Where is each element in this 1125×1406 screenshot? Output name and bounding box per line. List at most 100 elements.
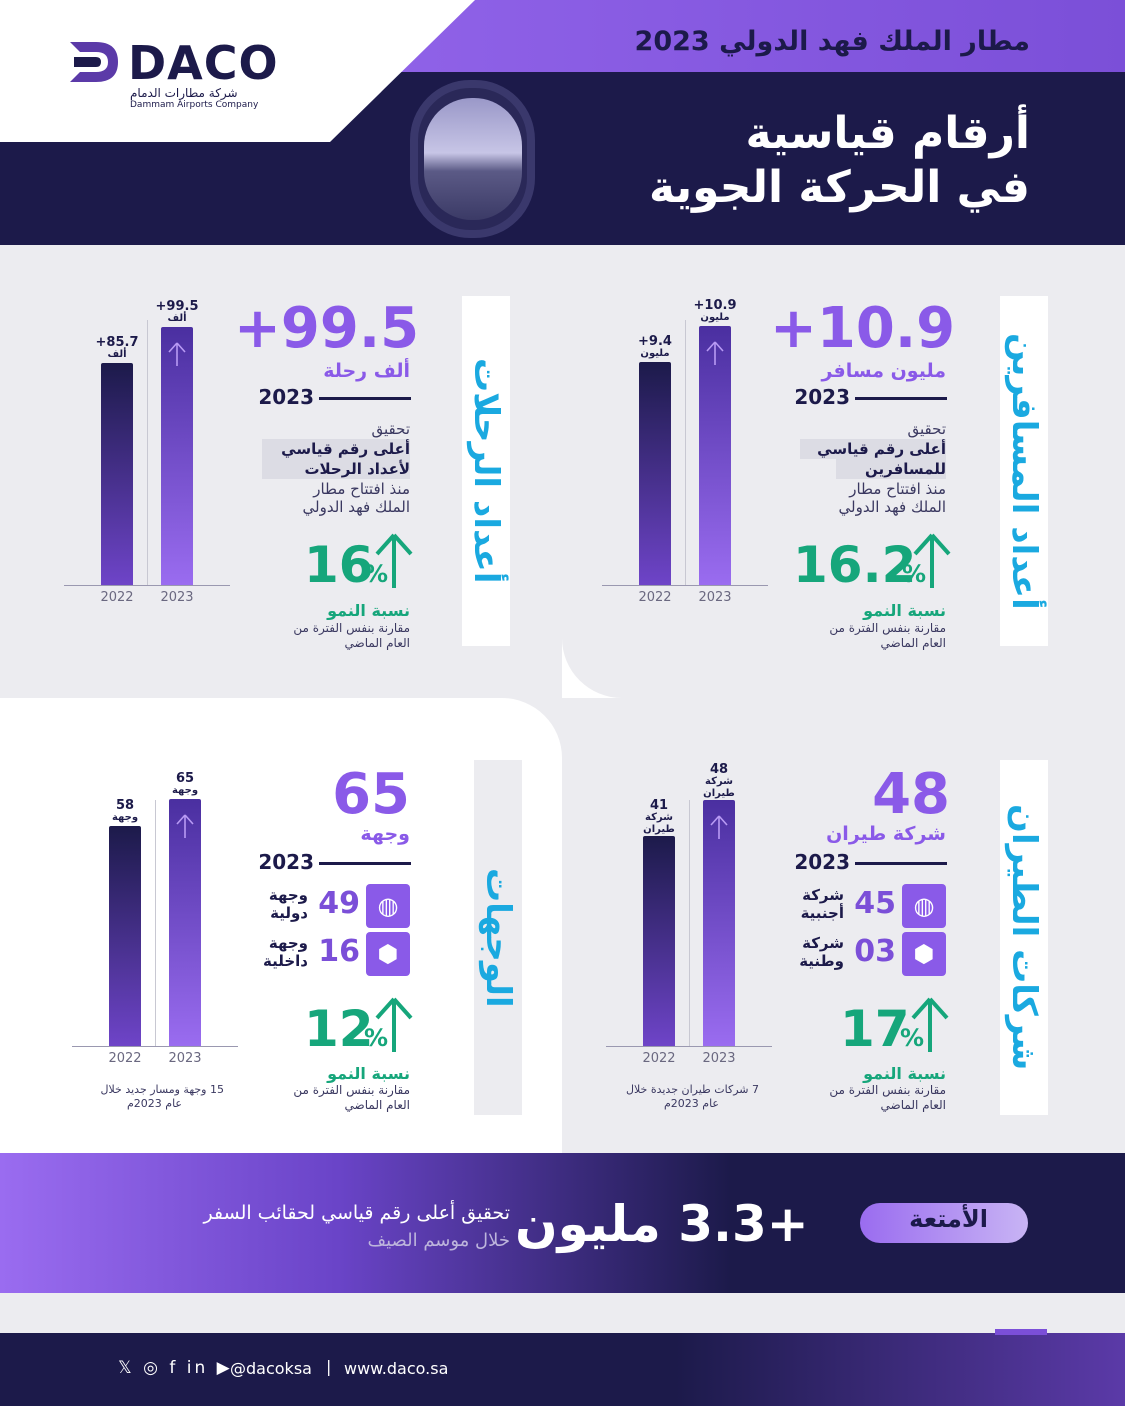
destinations-bar-2022 <box>109 826 141 1046</box>
passengers-bar-value-2022: +9.4 <box>638 334 672 349</box>
passengers-achieve: تحقيق <box>907 420 946 438</box>
airlines-year: 2023 <box>794 850 850 874</box>
main-title-line2: في الحركة الجوية <box>648 162 1030 213</box>
flights-year-line <box>319 397 411 400</box>
destinations-panel <box>0 698 562 1153</box>
destinations-growth-sub2: العام الماضي <box>344 1098 410 1112</box>
passengers-record-sub: للمسافرين <box>836 459 946 479</box>
passengers-xtick-2022: 2022 <box>638 590 672 605</box>
airlines-vertical-title: شركات الطيران <box>1000 760 1048 1115</box>
flights-since2: الملك فهد الدولي <box>302 498 410 516</box>
airlines-national-label1: شركة <box>802 934 844 952</box>
airlines-chart-divider <box>689 800 690 1046</box>
flights-growth-value: 16 <box>304 536 374 594</box>
destinations-bar-2023 <box>169 799 201 1046</box>
airlines-chart-axis <box>606 1046 772 1047</box>
passengers-growth-sub1: مقارنة بنفس الفترة من <box>829 621 946 635</box>
destinations-growth-pct: % <box>364 1024 389 1052</box>
passengers-bar-value-2023: +10.9 <box>693 298 737 313</box>
growth-arrow-icon <box>913 533 951 588</box>
social-icons[interactable]: 𝕏 ◎ f in ▶ <box>118 1358 233 1378</box>
passengers-big-number: +10.9 <box>770 296 956 361</box>
bar-arrow-icon <box>168 342 186 366</box>
airplane-window-image <box>410 80 535 238</box>
airlines-xtick-2022: 2022 <box>642 1051 676 1066</box>
globe-icon: ◍ <box>902 884 946 928</box>
flights-chart-axis <box>64 585 230 586</box>
flights-growth-sub2: العام الماضي <box>344 636 410 650</box>
destinations-big-number: 65 <box>332 762 410 827</box>
website-link[interactable]: www.daco.sa <box>344 1359 449 1378</box>
growth-arrow-icon <box>375 533 413 588</box>
airlines-unit: شركة طيران <box>826 823 946 845</box>
passengers-vertical-title: أعداد المسافرين <box>1000 296 1048 646</box>
destinations-chart-axis <box>72 1046 238 1047</box>
destinations-bar-value-2022: 58 <box>115 798 135 813</box>
saudi-map-icon: ⬢ <box>902 932 946 976</box>
footer-separator: | <box>326 1357 332 1376</box>
flights-bar-unit-2023-0: ألف <box>167 313 187 324</box>
brand-english-name: Dammam Airports Company <box>130 100 259 110</box>
airlines-xtick-2023: 2023 <box>702 1051 736 1066</box>
flights-achieve: تحقيق <box>371 420 410 438</box>
destinations-bar-value-2023: 65 <box>175 771 195 786</box>
flights-year: 2023 <box>258 385 314 409</box>
destinations-unit: وجهة <box>360 823 410 845</box>
airlines-foreign-label2: أجنبية <box>800 904 844 922</box>
passengers-unit: مليون مسافر <box>821 360 946 382</box>
footer <box>0 1333 1125 1406</box>
passengers-growth-sub2: العام الماضي <box>880 636 946 650</box>
passengers-chart-axis <box>602 585 768 586</box>
baggage-season-text: خلال موسم الصيف <box>367 1230 510 1251</box>
passengers-since1: منذ افتتاح مطار <box>849 480 946 498</box>
airlines-bar-unit-2022-1: طيران <box>643 824 675 835</box>
saudi-map-icon: ⬢ <box>366 932 410 976</box>
baggage-label: الأمتعة <box>909 1205 988 1233</box>
destinations-domestic-label1: وجهة <box>268 934 308 952</box>
destinations-bar-unit-2023-0: وجهة <box>171 785 199 796</box>
destinations-vertical-title: الوجهات <box>474 760 522 1115</box>
destinations-growth-label: نسبة النمو <box>327 1064 410 1083</box>
airlines-year-line <box>855 862 947 865</box>
flights-unit: ألف رحلة <box>323 360 410 382</box>
window-view <box>424 98 522 220</box>
airlines-growth-sub2: العام الماضي <box>880 1098 946 1112</box>
airlines-big-number: 48 <box>872 762 950 827</box>
passengers-bar-2022 <box>639 362 671 585</box>
destinations-chart-divider <box>155 800 156 1046</box>
flights-vertical-title: أعداد الرحلات <box>462 296 510 646</box>
passengers-record: أعلى رقم قياسي <box>800 439 946 459</box>
airlines-foreign-label1: شركة <box>802 886 844 904</box>
passengers-bar-label-2023: +10.9 مليون <box>685 298 745 324</box>
flights-record-sub: لأعداد الرحلات <box>262 459 410 479</box>
airlines-bar-unit-2022-0: شركة <box>645 812 673 823</box>
social-handle-link[interactable]: @dacoksa <box>230 1359 312 1378</box>
destinations-domestic-count: 16 <box>318 934 360 969</box>
airlines-note2: عام 2023م <box>663 1097 719 1110</box>
baggage-pill <box>860 1203 1028 1243</box>
destinations-intl-label2: دولية <box>270 904 308 922</box>
flights-since1: منذ افتتاح مطار <box>313 480 410 498</box>
bar-arrow-icon <box>706 341 724 365</box>
airport-title: مطار الملك فهد الدولي 2023 <box>634 26 1030 57</box>
baggage-record-text: تحقيق أعلى رقم قياسي لحقائب السفر <box>203 1202 510 1224</box>
flights-bar-label-2022: +85.7 ألف <box>87 336 147 361</box>
passengers-since2: الملك فهد الدولي <box>838 498 946 516</box>
airlines-bar-unit-2023-0: شركة <box>705 776 733 787</box>
airlines-bar-2023 <box>703 800 735 1046</box>
destinations-growth-value: 12 <box>304 1000 374 1058</box>
airlines-bar-2022 <box>643 836 675 1046</box>
flights-growth-pct: % <box>364 560 389 588</box>
airlines-growth-sub1: مقارنة بنفس الفترة من <box>829 1083 946 1097</box>
passengers-growth-pct: % <box>902 560 927 588</box>
airlines-note1: 7 شركات طيران جديدة خلال <box>625 1083 759 1096</box>
destinations-xtick-2023: 2023 <box>168 1051 202 1066</box>
airlines-bar-label-2022: 41 شركة طيران <box>629 798 689 836</box>
flights-xtick-2023: 2023 <box>160 590 194 605</box>
passengers-bar-unit-2023-0: مليون <box>700 312 730 323</box>
airlines-bar-value-2022: 41 <box>649 798 669 813</box>
destinations-growth-sub1: مقارنة بنفس الفترة من <box>293 1083 410 1097</box>
passengers-bar-unit-2022-0: مليون <box>640 348 670 359</box>
main-title-line1: أرقام قياسية <box>745 108 1030 159</box>
passengers-growth-label: نسبة النمو <box>863 601 946 620</box>
